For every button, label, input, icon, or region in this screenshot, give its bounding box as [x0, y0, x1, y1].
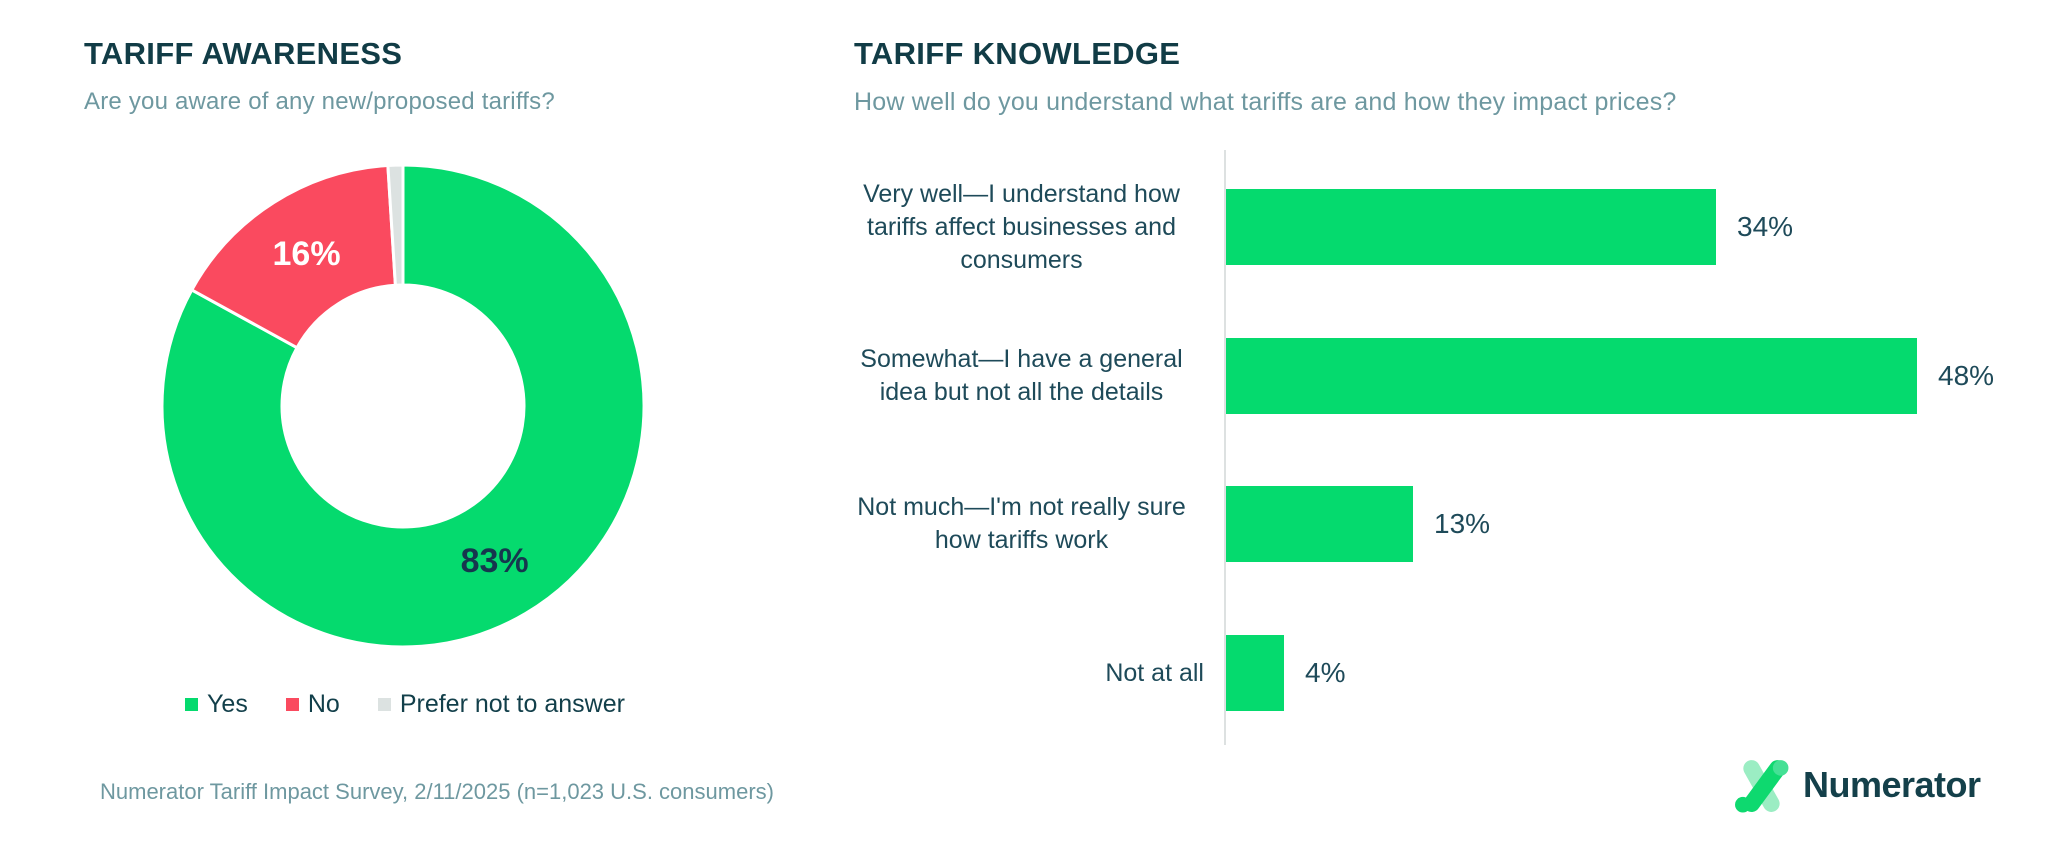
bar-rect — [1226, 189, 1716, 265]
bar-value-label: 13% — [1434, 508, 1491, 540]
y-axis-line — [1224, 150, 1226, 745]
bar-rect — [1226, 337, 1917, 414]
donut-data-label: 83% — [461, 542, 529, 580]
bar-row: Very well—I understand how tariffs affec… — [854, 180, 2014, 274]
legend-item-no: No — [285, 690, 340, 719]
tariff-awareness-donut-chart: 83% 16% — [160, 163, 646, 649]
numerator-logo: Numerator — [1734, 757, 1981, 813]
bar-value-label: 34% — [1737, 211, 1794, 242]
donut-data-label: 16% — [273, 235, 341, 273]
legend-label: Prefer not to answer — [399, 690, 625, 718]
bar-chart-title: TARIFF KNOWLEDGE — [854, 36, 1181, 71]
bar-category-label: Not much—I'm not really sure how tariffs… — [839, 486, 1204, 562]
donut-slice-yes — [160, 163, 646, 649]
bar-category-label: Not at all — [839, 635, 1204, 711]
legend-swatch — [185, 698, 199, 711]
legend-swatch — [285, 698, 299, 711]
numerator-logo-text: Numerator — [1803, 764, 1981, 805]
bar-value-label: 48% — [1938, 359, 1995, 391]
numerator-logo-mark — [1735, 760, 1789, 813]
bar-value-label: 4% — [1305, 657, 1346, 689]
bar-category-text: Somewhat—I have a general idea but not a… — [860, 344, 1183, 406]
legend-label: No — [307, 690, 340, 718]
bar-category-text: Very well—I understand how tariffs affec… — [863, 179, 1180, 274]
bar-category-label: Somewhat—I have a general idea but not a… — [839, 338, 1204, 414]
bar-row: Not much—I'm not really sure how tariffs… — [854, 486, 2014, 563]
donut-slice-prefer-not-to-answer — [386, 163, 405, 287]
bar-category-text: Not much—I'm not really sure how tariffs… — [857, 493, 1186, 555]
legend-label: Yes — [207, 690, 248, 718]
legend-swatch — [377, 698, 391, 711]
bar-chart-question: How well do you understand what tariffs … — [854, 88, 1677, 116]
donut-legend: Yes No Prefer not to answer — [95, 690, 715, 719]
donut-chart-title: TARIFF AWARENESS — [84, 36, 403, 71]
donut-slice-no — [190, 163, 397, 350]
donut-chart-question: Are you aware of any new/proposed tariff… — [84, 88, 555, 115]
legend-item-yes: Yes — [185, 690, 248, 719]
bar-rect — [1226, 486, 1413, 563]
source-note: Numerator Tariff Impact Survey, 2/11/202… — [100, 779, 774, 804]
bar-rect — [1226, 635, 1284, 712]
bar-row: Somewhat—I have a general idea but not a… — [854, 337, 2014, 414]
bar-category-text: Not at all — [1105, 658, 1204, 687]
bar-row: Not at all 4% — [854, 635, 2014, 712]
bar-category-label: Very well—I understand how tariffs affec… — [839, 180, 1204, 274]
legend-item-prefer-not-to-answer: Prefer not to answer — [377, 690, 625, 719]
tariff-knowledge-bar-chart: Very well—I understand how tariffs affec… — [854, 150, 2014, 745]
